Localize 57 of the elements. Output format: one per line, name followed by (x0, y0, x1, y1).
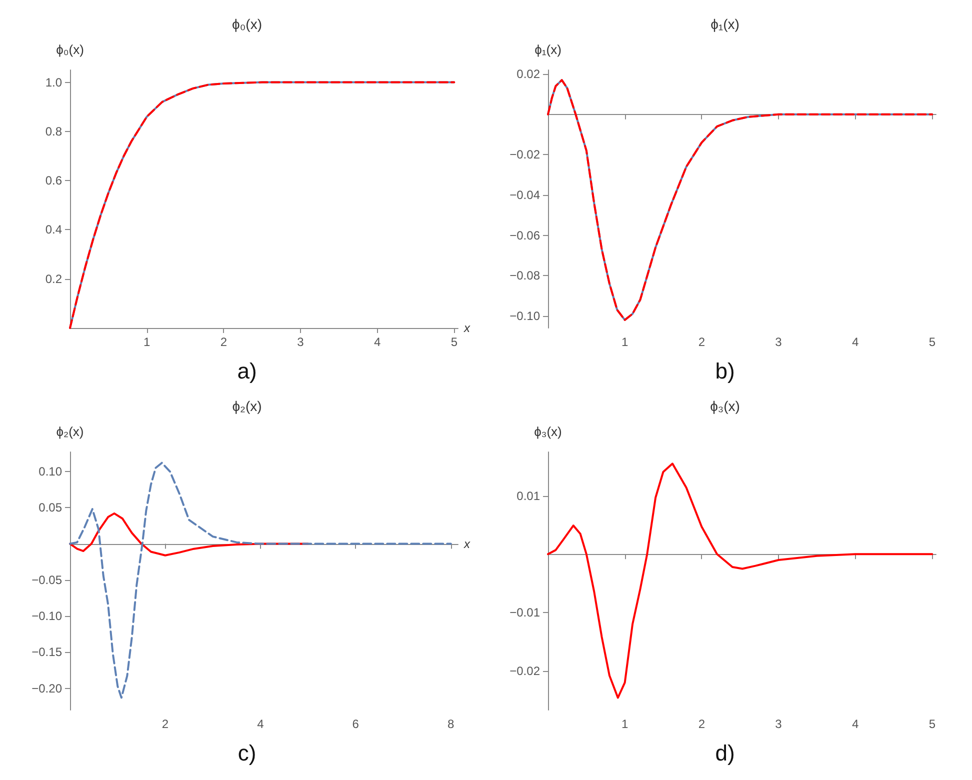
y-tick-label: −0.10 (510, 308, 540, 323)
x-tick-label: 2 (698, 717, 706, 731)
x-tick-label: 5 (928, 335, 936, 349)
x-axis-title: x (463, 536, 471, 551)
y-axis-title: ϕ₀(x) (56, 42, 84, 57)
y-tick-label: 0.10 (38, 464, 62, 479)
text: b) (715, 358, 735, 384)
y-tick-label: 0.4 (45, 222, 62, 237)
text: d) (715, 740, 735, 766)
x-tick-label: 1 (621, 717, 628, 731)
y-tick-label: −0.15 (32, 645, 62, 660)
chart-title: ϕ₁(x) (710, 16, 740, 32)
chart-title: ϕ₂(x) (232, 398, 262, 414)
line-series (547, 462, 934, 699)
y-tick-label: 0.8 (45, 124, 62, 138)
text: c) (238, 740, 256, 766)
x-tick-label: 3 (775, 335, 782, 349)
x-tick-label: 5 (450, 335, 458, 349)
line-series (69, 81, 456, 329)
y-tick-label: −0.05 (32, 572, 62, 587)
chart-title: ϕ₃(x) (710, 398, 740, 414)
x-tick-label: 4 (374, 335, 381, 349)
x-tick-label: 6 (352, 717, 360, 731)
y-axis-title: ϕ₃(x) (534, 424, 562, 439)
x-tick-label: 1 (621, 335, 628, 349)
x-tick-label: 2 (698, 335, 706, 349)
y-tick-label: −0.04 (510, 188, 540, 202)
y-tick-label: −0.02 (510, 664, 540, 678)
line-series (547, 79, 934, 321)
y-tick-label: −0.02 (510, 148, 540, 162)
x-tick-label: 3 (297, 335, 304, 349)
x-tick-label: 2 (220, 335, 228, 349)
x-tick-label: 3 (775, 717, 782, 731)
x-tick-label: 4 (852, 335, 859, 349)
x-axis-title: x (463, 321, 471, 335)
y-tick-label: −0.20 (32, 681, 62, 696)
y-tick-label: 0.01 (516, 488, 540, 503)
y-tick-label: 1.0 (45, 75, 62, 90)
chart-title: ϕ₀(x) (232, 16, 262, 32)
x-tick-label: 4 (257, 717, 264, 731)
y-tick-label: 0.6 (45, 174, 62, 188)
x-tick-label: 1 (143, 335, 150, 349)
y-tick-label: −0.01 (510, 606, 540, 620)
y-tick-label: 0.05 (38, 500, 62, 515)
y-tick-label: −0.08 (510, 268, 540, 283)
y-axis-title: ϕ₂(x) (56, 424, 84, 439)
y-tick-label: 0.2 (45, 272, 62, 286)
x-tick-label: 5 (928, 717, 936, 731)
x-tick-label: 8 (448, 717, 455, 731)
text: a) (237, 358, 257, 384)
y-axis-title: ϕ₁(x) (534, 42, 562, 57)
y-tick-label: −0.06 (510, 228, 540, 242)
line-series (69, 462, 452, 699)
x-tick-label: 4 (852, 717, 859, 731)
y-tick-label: 0.02 (516, 67, 540, 82)
y-tick-label: −0.10 (32, 609, 62, 624)
x-tick-label: 2 (162, 717, 169, 731)
